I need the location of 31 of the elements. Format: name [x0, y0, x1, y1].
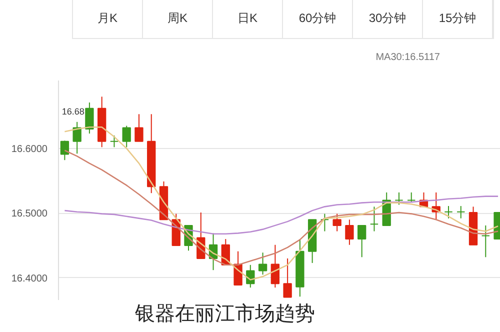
candlestick	[407, 192, 416, 203]
candlestick	[122, 125, 131, 148]
text: 60分钟	[283, 0, 353, 38]
y-tick-label: 16.5000	[11, 208, 48, 220]
y-tick-label: 16.4000	[11, 273, 48, 284]
text: MA30:16.5117	[374, 51, 440, 65]
text: 日K	[213, 0, 283, 38]
candlestick	[370, 206, 379, 232]
y-tick-label: 16.6000	[11, 144, 48, 155]
candlestick	[60, 140, 70, 161]
candlestick	[134, 114, 144, 142]
text: 15分钟	[423, 0, 493, 38]
text: 月K	[73, 0, 143, 38]
candlestick	[332, 213, 342, 232]
candlestick	[72, 121, 82, 154]
candlestick	[444, 206, 453, 219]
text: 周K	[143, 0, 213, 38]
candlestick	[481, 224, 490, 258]
candlestick	[258, 252, 268, 276]
candlestick	[270, 244, 280, 288]
candlestick	[357, 224, 366, 258]
candlestick	[110, 135, 119, 148]
candlestick	[85, 102, 94, 134]
candlestick	[320, 213, 330, 232]
text: 30分钟	[353, 0, 423, 38]
candlestick	[456, 206, 466, 219]
candlestick	[283, 258, 292, 298]
annotation: 16.68	[62, 106, 84, 117]
candlestick	[345, 219, 354, 246]
text: 银器在丽江市场趋势	[134, 302, 315, 327]
candlestick	[394, 192, 404, 206]
